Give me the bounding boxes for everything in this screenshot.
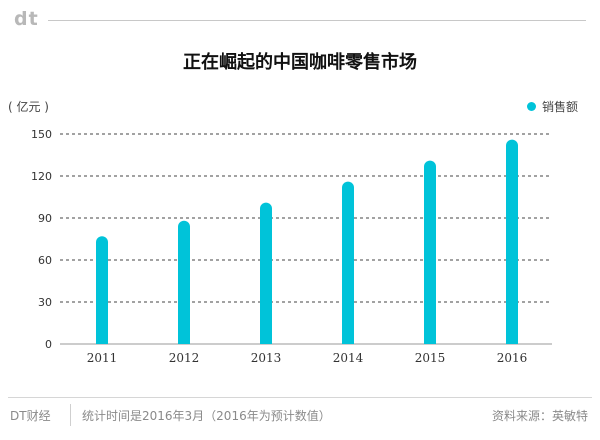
bar xyxy=(506,139,518,344)
dt-logo: dt xyxy=(14,8,39,30)
y-tick-label: 60 xyxy=(38,254,52,267)
bar-base xyxy=(96,338,108,344)
y-tick-label: 150 xyxy=(31,128,52,141)
legend-label: 销售额 xyxy=(541,100,578,114)
footer: DT财经 统计时间是2016年3月（2016年为预计数值） 资料来源：英敏特 xyxy=(0,402,600,428)
y-tick-label: 0 xyxy=(45,338,52,351)
bar-base xyxy=(178,338,190,344)
footer-separator xyxy=(70,404,71,426)
x-tick-label: 2014 xyxy=(333,351,364,365)
legend-swatch xyxy=(526,102,536,111)
bar-base xyxy=(260,338,272,344)
bar xyxy=(96,236,108,344)
y-tick-label: 120 xyxy=(31,170,52,183)
footer-brand: DT财经 xyxy=(10,409,51,423)
header-divider xyxy=(48,20,586,21)
bar-base xyxy=(424,338,436,344)
footer-note: 统计时间是2016年3月（2016年为预计数值） xyxy=(82,409,331,423)
x-tick-label: 2013 xyxy=(251,351,282,365)
footer-divider xyxy=(8,397,592,398)
y-axis-unit-label: ( 亿元 ) xyxy=(8,100,49,114)
y-tick-label: 90 xyxy=(38,212,52,225)
bar xyxy=(424,160,436,344)
x-tick-label: 2015 xyxy=(415,351,446,365)
footer-source: 资料来源：英敏特 xyxy=(491,409,588,423)
bar xyxy=(178,220,190,344)
header: dt xyxy=(0,0,600,40)
bar-base xyxy=(342,338,354,344)
legend: 销售额 xyxy=(526,98,578,115)
x-tick-label: 2012 xyxy=(169,351,200,365)
y-tick-label: 30 xyxy=(38,296,52,309)
bar xyxy=(342,181,354,344)
chart-title: 正在崛起的中国咖啡零售市场 xyxy=(183,52,417,73)
bar xyxy=(260,202,272,344)
x-tick-label: 2016 xyxy=(497,351,528,365)
bar-base xyxy=(506,338,518,344)
x-tick-label: 2011 xyxy=(87,351,118,365)
